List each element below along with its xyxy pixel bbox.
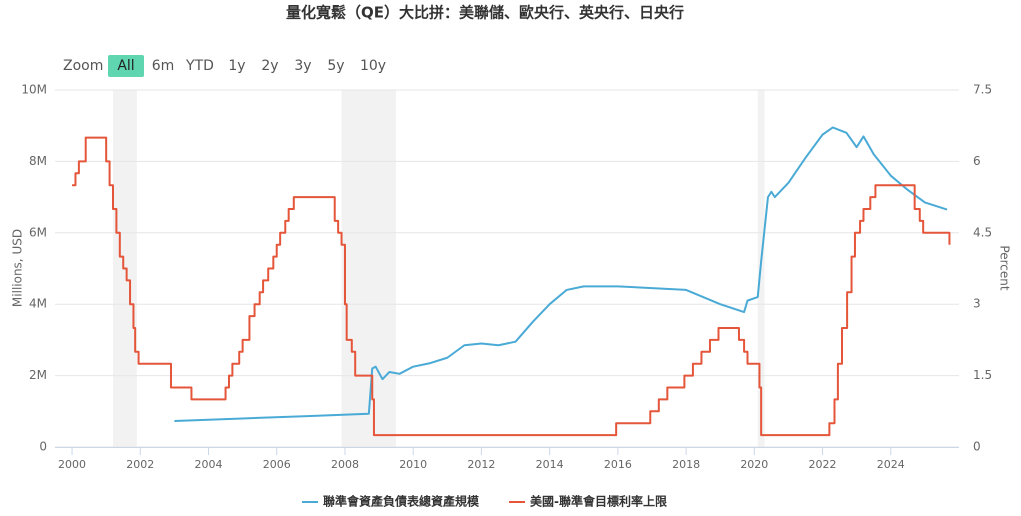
x-tick-label: 2012 (467, 458, 495, 471)
x-tick-label: 2016 (604, 458, 632, 471)
y-tick-label: 2M (29, 368, 47, 382)
y2-tick-label: 4.5 (973, 225, 992, 239)
range-button[interactable]: 10y (360, 58, 386, 74)
x-tick-label: 2002 (126, 458, 154, 471)
range-button[interactable]: 5y (327, 58, 344, 74)
y-tick-label: 0 (39, 440, 47, 454)
plot-band (341, 90, 397, 447)
y-tick-label: 4M (29, 297, 47, 311)
x-tick-label: 2000 (58, 458, 86, 471)
y2-tick-label: 1.5 (973, 368, 992, 382)
x-tick-label: 2022 (809, 458, 837, 471)
y2-tick-label: 3 (973, 297, 981, 311)
range-button[interactable]: 3y (294, 58, 311, 74)
zoom-label: Zoom (63, 58, 103, 74)
x-tick-label: 2006 (263, 458, 291, 471)
y-tick-label: 6M (29, 225, 47, 239)
x-tick-label: 2024 (877, 458, 905, 471)
y2-axis-title: Percent (998, 245, 1012, 290)
x-tick-label: 2020 (740, 458, 768, 471)
x-tick-label: 2014 (536, 458, 564, 471)
legend-label[interactable]: 聯準會資產負債表總資產規模 (323, 494, 480, 509)
series-line (72, 136, 951, 437)
y2-tick-label: 6 (973, 154, 981, 168)
x-tick-label: 2008 (331, 458, 359, 471)
range-button[interactable]: All (117, 58, 134, 74)
chart-title: 量化寬鬆（QE）大比拼：美聯儲、歐央行、英央行、日央行 (286, 4, 684, 22)
x-tick-label: 2010 (399, 458, 427, 471)
range-button[interactable]: 6m (152, 58, 175, 74)
range-button[interactable]: 1y (228, 58, 245, 74)
range-button-bg[interactable] (108, 55, 144, 77)
x-tick-label: 2018 (672, 458, 700, 471)
x-tick-label: 2004 (195, 458, 223, 471)
range-button[interactable]: YTD (185, 58, 214, 74)
y-axis-title: Millions, USD (11, 229, 25, 307)
range-button[interactable]: 2y (261, 58, 278, 74)
series-line (174, 126, 948, 422)
y2-tick-label: 0 (973, 440, 981, 454)
y2-tick-label: 7.5 (973, 83, 992, 97)
y-tick-label: 10M (21, 83, 47, 97)
y-tick-label: 8M (29, 154, 47, 168)
legend-label[interactable]: 美國-聯準會目標利率上限 (530, 494, 667, 509)
